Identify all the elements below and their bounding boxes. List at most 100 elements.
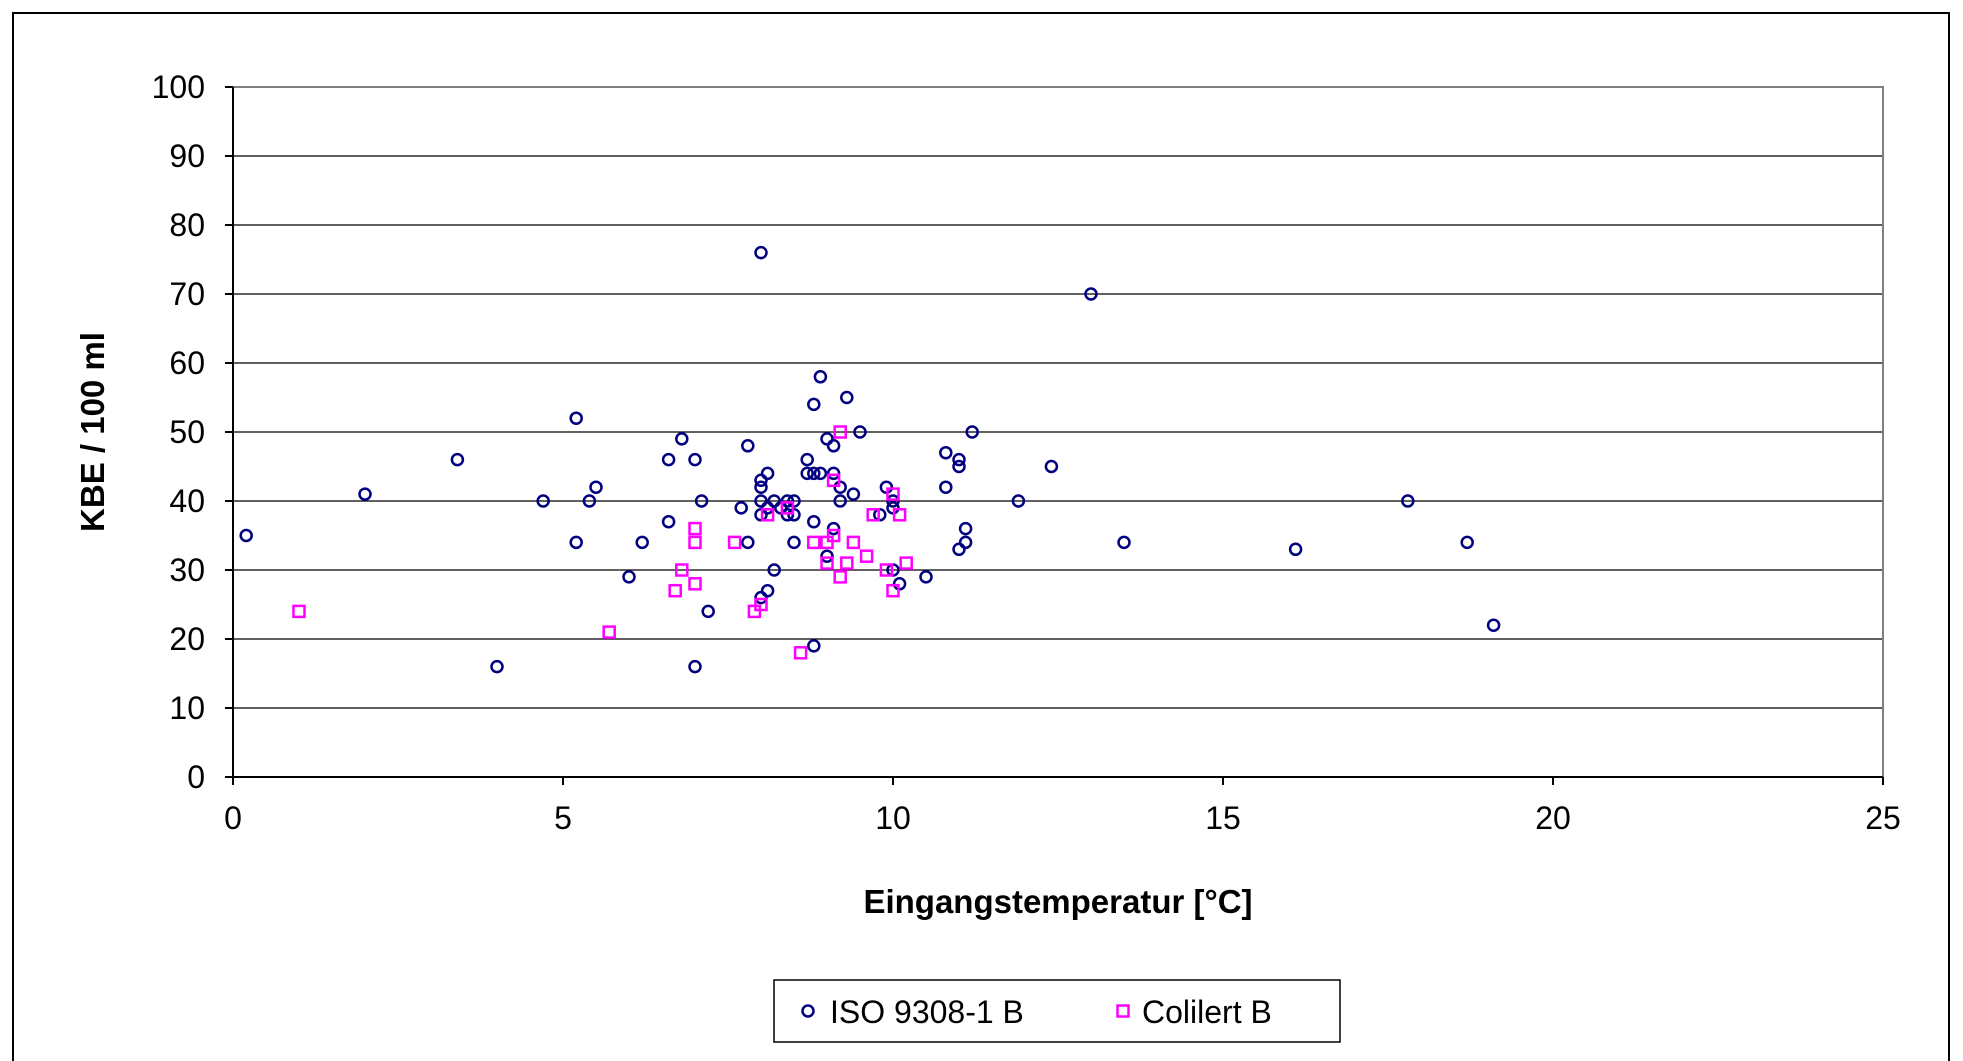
point-iso-8 [589,480,603,494]
point-colilert-16 [826,473,841,488]
point-colilert-11 [780,501,795,515]
point-colilert-28 [899,556,913,570]
point-iso-43 [807,639,821,653]
point-iso-3 [490,659,504,674]
point-colilert-3 [675,563,689,577]
point-iso-63 [939,445,953,460]
legend: ISO 9308-1 B Colilert B [773,979,1341,1043]
point-iso-10 [635,535,649,550]
y-tick-label-80: 80 [169,207,205,243]
x-tick-label-0: 0 [224,800,242,836]
point-iso-64 [939,480,953,494]
legend-marker-iso [801,1004,815,1018]
point-iso-46 [820,432,834,446]
point-colilert-27 [892,508,907,522]
point-colilert-6 [688,577,702,591]
point-colilert-9 [754,597,768,612]
point-iso-26 [754,590,768,605]
point-colilert-7 [727,535,742,550]
point-iso-17 [701,604,715,619]
point-iso-53 [840,390,854,405]
point-iso-72 [1044,459,1059,474]
point-colilert-1 [602,625,616,639]
point-iso-9 [622,570,636,584]
point-iso-75 [1288,542,1303,557]
point-iso-38 [800,452,814,467]
point-iso-33 [780,494,795,508]
y-tick-label-20: 20 [169,621,205,657]
legend-label-iso: ISO 9308-1 B [830,994,1024,1030]
point-iso-65 [952,452,966,467]
point-colilert-21 [846,535,861,550]
y-tick-label-30: 30 [169,552,205,588]
point-iso-5 [569,411,583,425]
point-iso-42 [807,514,821,529]
point-iso-15 [688,659,702,674]
point-iso-13 [675,432,689,446]
point-colilert-4 [688,521,702,536]
point-iso-40 [807,397,821,412]
point-colilert-19 [833,570,847,584]
point-iso-67 [952,542,966,557]
y-tick-label-90: 90 [169,138,205,174]
point-iso-66 [952,459,966,474]
x-tick-label-5: 5 [554,800,572,836]
point-iso-20 [741,535,755,550]
point-iso-0 [239,528,253,543]
point-iso-34 [780,508,795,522]
point-iso-70 [965,425,979,439]
point-iso-31 [767,563,781,577]
point-iso-16 [694,494,709,508]
axes: 0 10 20 30 40 50 60 70 80 90 100 0 5 10 15 20 25 [152,69,1901,836]
point-iso-4 [536,494,550,508]
data-points [239,245,1501,674]
point-iso-19 [741,439,755,453]
point-iso-2 [450,452,465,467]
point-colilert-18 [833,425,847,439]
gridlines [233,86,1883,709]
y-tick-label-0: 0 [187,759,205,795]
point-iso-37 [787,535,801,550]
point-colilert-12 [793,646,808,660]
legend-box [773,979,1341,1043]
point-iso-7 [582,494,597,508]
point-iso-78 [1486,618,1501,632]
y-tick-label-100: 100 [152,69,205,105]
x-tick-label-25: 25 [1865,800,1901,836]
point-iso-77 [1460,535,1474,550]
point-iso-49 [826,466,841,481]
point-iso-11 [661,452,676,467]
point-colilert-15 [820,556,834,570]
point-iso-71 [1011,494,1026,508]
x-axis-title: Eingangstemperatur [°C] [863,883,1252,920]
point-colilert-20 [840,556,854,570]
point-iso-14 [688,452,702,467]
point-iso-50 [826,521,841,536]
point-iso-44 [813,370,828,384]
y-tick-label-50: 50 [169,414,205,450]
point-iso-48 [826,439,841,453]
point-iso-58 [886,494,900,508]
point-iso-18 [734,501,748,515]
legend-marker-colilert [1116,1004,1130,1018]
y-tick-label-40: 40 [169,483,205,519]
point-iso-28 [760,501,775,515]
point-iso-55 [853,425,867,439]
point-iso-69 [958,535,973,550]
point-colilert-13 [807,535,821,550]
point-iso-39 [800,466,814,481]
point-iso-12 [661,514,676,529]
point-colilert-17 [826,528,841,543]
point-iso-73 [1084,287,1098,301]
point-colilert-25 [886,487,900,501]
point-iso-23 [754,480,768,494]
point-iso-62 [919,570,933,584]
point-colilert-2 [668,583,682,598]
point-colilert-23 [866,508,880,522]
x-tick-label-10: 10 [875,800,911,836]
point-iso-27 [760,466,775,481]
point-iso-52 [833,494,847,508]
point-iso-74 [1117,535,1131,550]
point-colilert-22 [859,549,874,563]
point-colilert-26 [886,583,900,598]
